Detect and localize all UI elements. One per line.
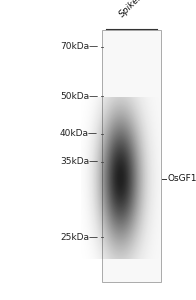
Text: 50kDa—: 50kDa— (60, 92, 98, 100)
Bar (102, 30, 161, 282)
Text: 40kDa—: 40kDa— (60, 129, 98, 138)
Text: 70kDa—: 70kDa— (60, 42, 98, 51)
Text: 25kDa—: 25kDa— (60, 232, 98, 242)
Text: 35kDa—: 35kDa— (60, 158, 98, 166)
Text: Spikes: Spikes (118, 0, 145, 20)
Text: OsGF14e: OsGF14e (168, 174, 196, 183)
